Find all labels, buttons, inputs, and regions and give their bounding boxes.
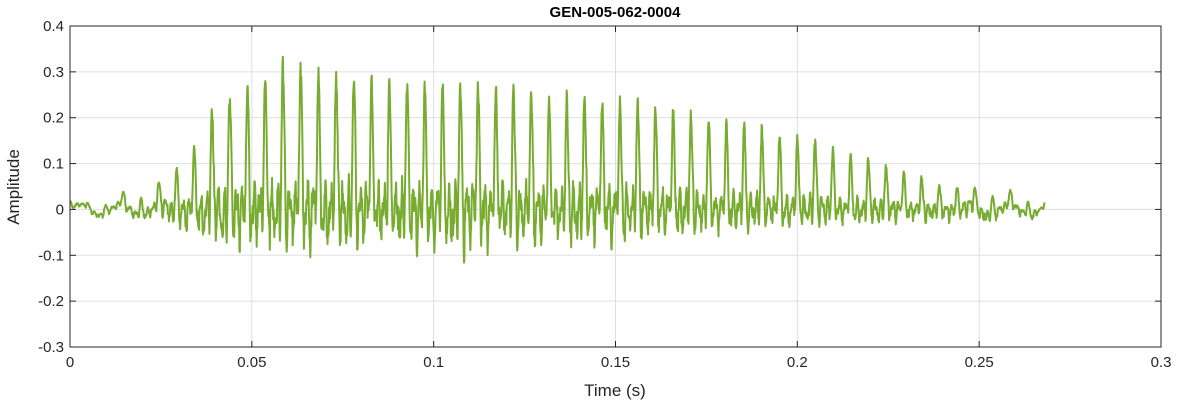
y-tick-label: 0 [56,201,64,218]
y-tick-label: 0.1 [43,156,64,173]
signal-line [69,55,1046,264]
x-tick-label: 0.2 [787,354,808,371]
x-tick-label: 0.1 [423,354,444,371]
x-tick-label: 0.05 [237,354,266,371]
x-tick-label: 0 [66,354,74,371]
y-tick-label: 0.4 [43,18,64,35]
x-axis-ticks: 0 0.05 0.1 0.15 0.2 0.25 0.3 [66,26,1172,371]
x-axis-label: Time (s) [584,381,646,400]
chart-title: GEN-005-062-0004 [550,4,682,21]
y-tick-label: 0.3 [43,64,64,81]
grid-lines [70,26,1161,347]
x-tick-label: 0.15 [601,354,630,371]
x-tick-label: 0.25 [965,354,994,371]
x-tick-label: 0.3 [1151,354,1172,371]
y-axis-ticks: -0.3 -0.2 -0.1 0 0.1 0.2 0.3 0.4 [38,18,1161,356]
y-axis-label: Amplitude [4,149,23,225]
y-tick-label: -0.2 [38,293,64,310]
y-tick-label: -0.3 [38,339,64,356]
y-tick-label: -0.1 [38,247,64,264]
y-tick-label: 0.2 [43,110,64,127]
